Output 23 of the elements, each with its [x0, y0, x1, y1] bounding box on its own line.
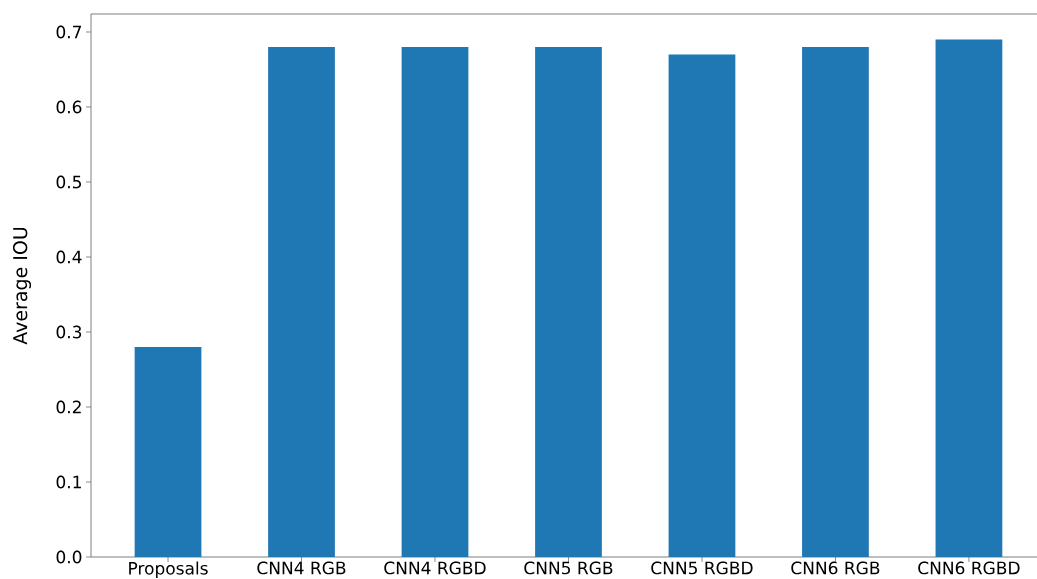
x-tick-label: CNN4 RGBD — [384, 561, 486, 575]
bar — [401, 47, 469, 557]
y-tick-label: 0.5 — [56, 175, 81, 189]
x-tick-label: CNN6 RGBD — [918, 561, 1020, 575]
bar — [134, 347, 202, 557]
y-tick-label: 0.1 — [56, 475, 81, 489]
y-tick-label: 0.6 — [56, 100, 82, 114]
y-tick-label: 0.0 — [56, 550, 82, 564]
bar — [535, 47, 602, 557]
bar — [668, 54, 736, 557]
x-tick-label: CNN5 RGBD — [651, 561, 753, 575]
bar — [268, 47, 335, 557]
x-tick-label: CNN6 RGB — [791, 561, 880, 575]
x-tick-label: CNN5 RGB — [524, 561, 613, 575]
x-tick-label: Proposals — [129, 561, 208, 578]
bar — [802, 47, 869, 557]
y-tick-label: 0.4 — [56, 250, 82, 264]
y-tick-label: 0.2 — [56, 400, 81, 414]
bar — [935, 39, 1003, 557]
y-tick-label: 0.3 — [56, 325, 82, 339]
y-axis-title: Average IOU — [12, 227, 32, 345]
x-tick-label: CNN4 RGB — [257, 561, 346, 575]
y-tick-label: 0.7 — [56, 25, 82, 39]
